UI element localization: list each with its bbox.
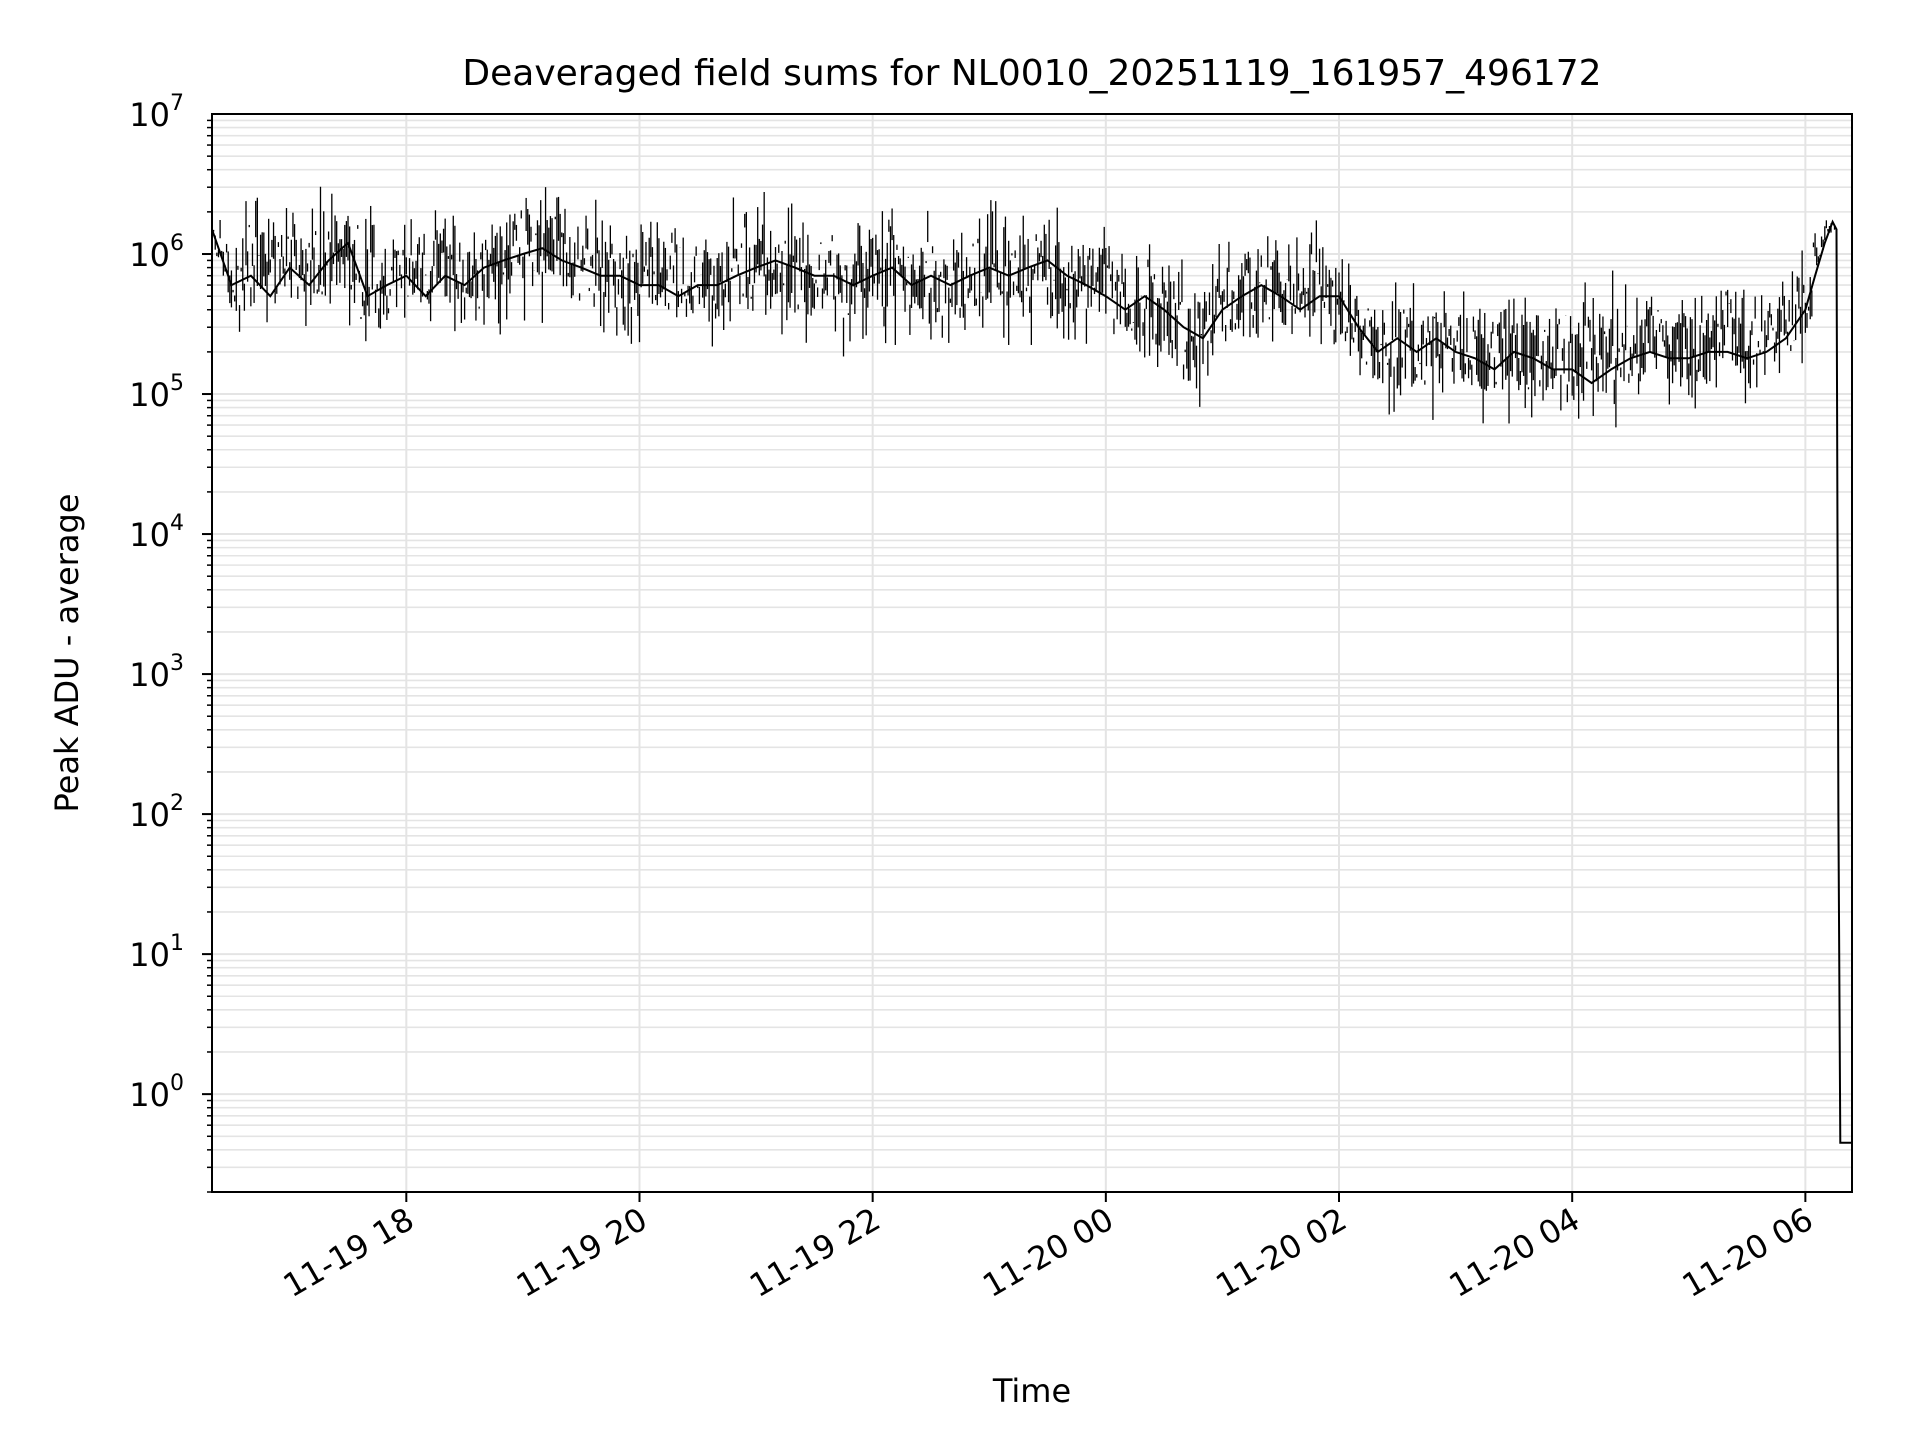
series-envelope xyxy=(211,186,1838,428)
chart-title: Deaveraged field sums for NL0010_2025111… xyxy=(462,53,1601,94)
y-axis-label: Peak ADU - average xyxy=(48,494,86,813)
x-axis-label: Time xyxy=(992,1372,1071,1410)
y-tick-label: 102 xyxy=(129,791,184,834)
plot-frame xyxy=(211,113,1853,1193)
series-layer xyxy=(211,186,1852,1144)
y-tick-label: 100 xyxy=(129,1071,184,1114)
y-tick-label: 101 xyxy=(129,931,184,974)
y-tick-label: 107 xyxy=(129,91,184,134)
y-tick-label: 106 xyxy=(129,231,184,274)
y-tick-label: 104 xyxy=(129,511,184,554)
y-tick-label: 105 xyxy=(129,371,184,414)
y-tick-label: 103 xyxy=(129,651,184,694)
y-axis: 100 101 102 103 104 105 106 107 xyxy=(129,91,212,1193)
series-line xyxy=(211,219,1852,1144)
